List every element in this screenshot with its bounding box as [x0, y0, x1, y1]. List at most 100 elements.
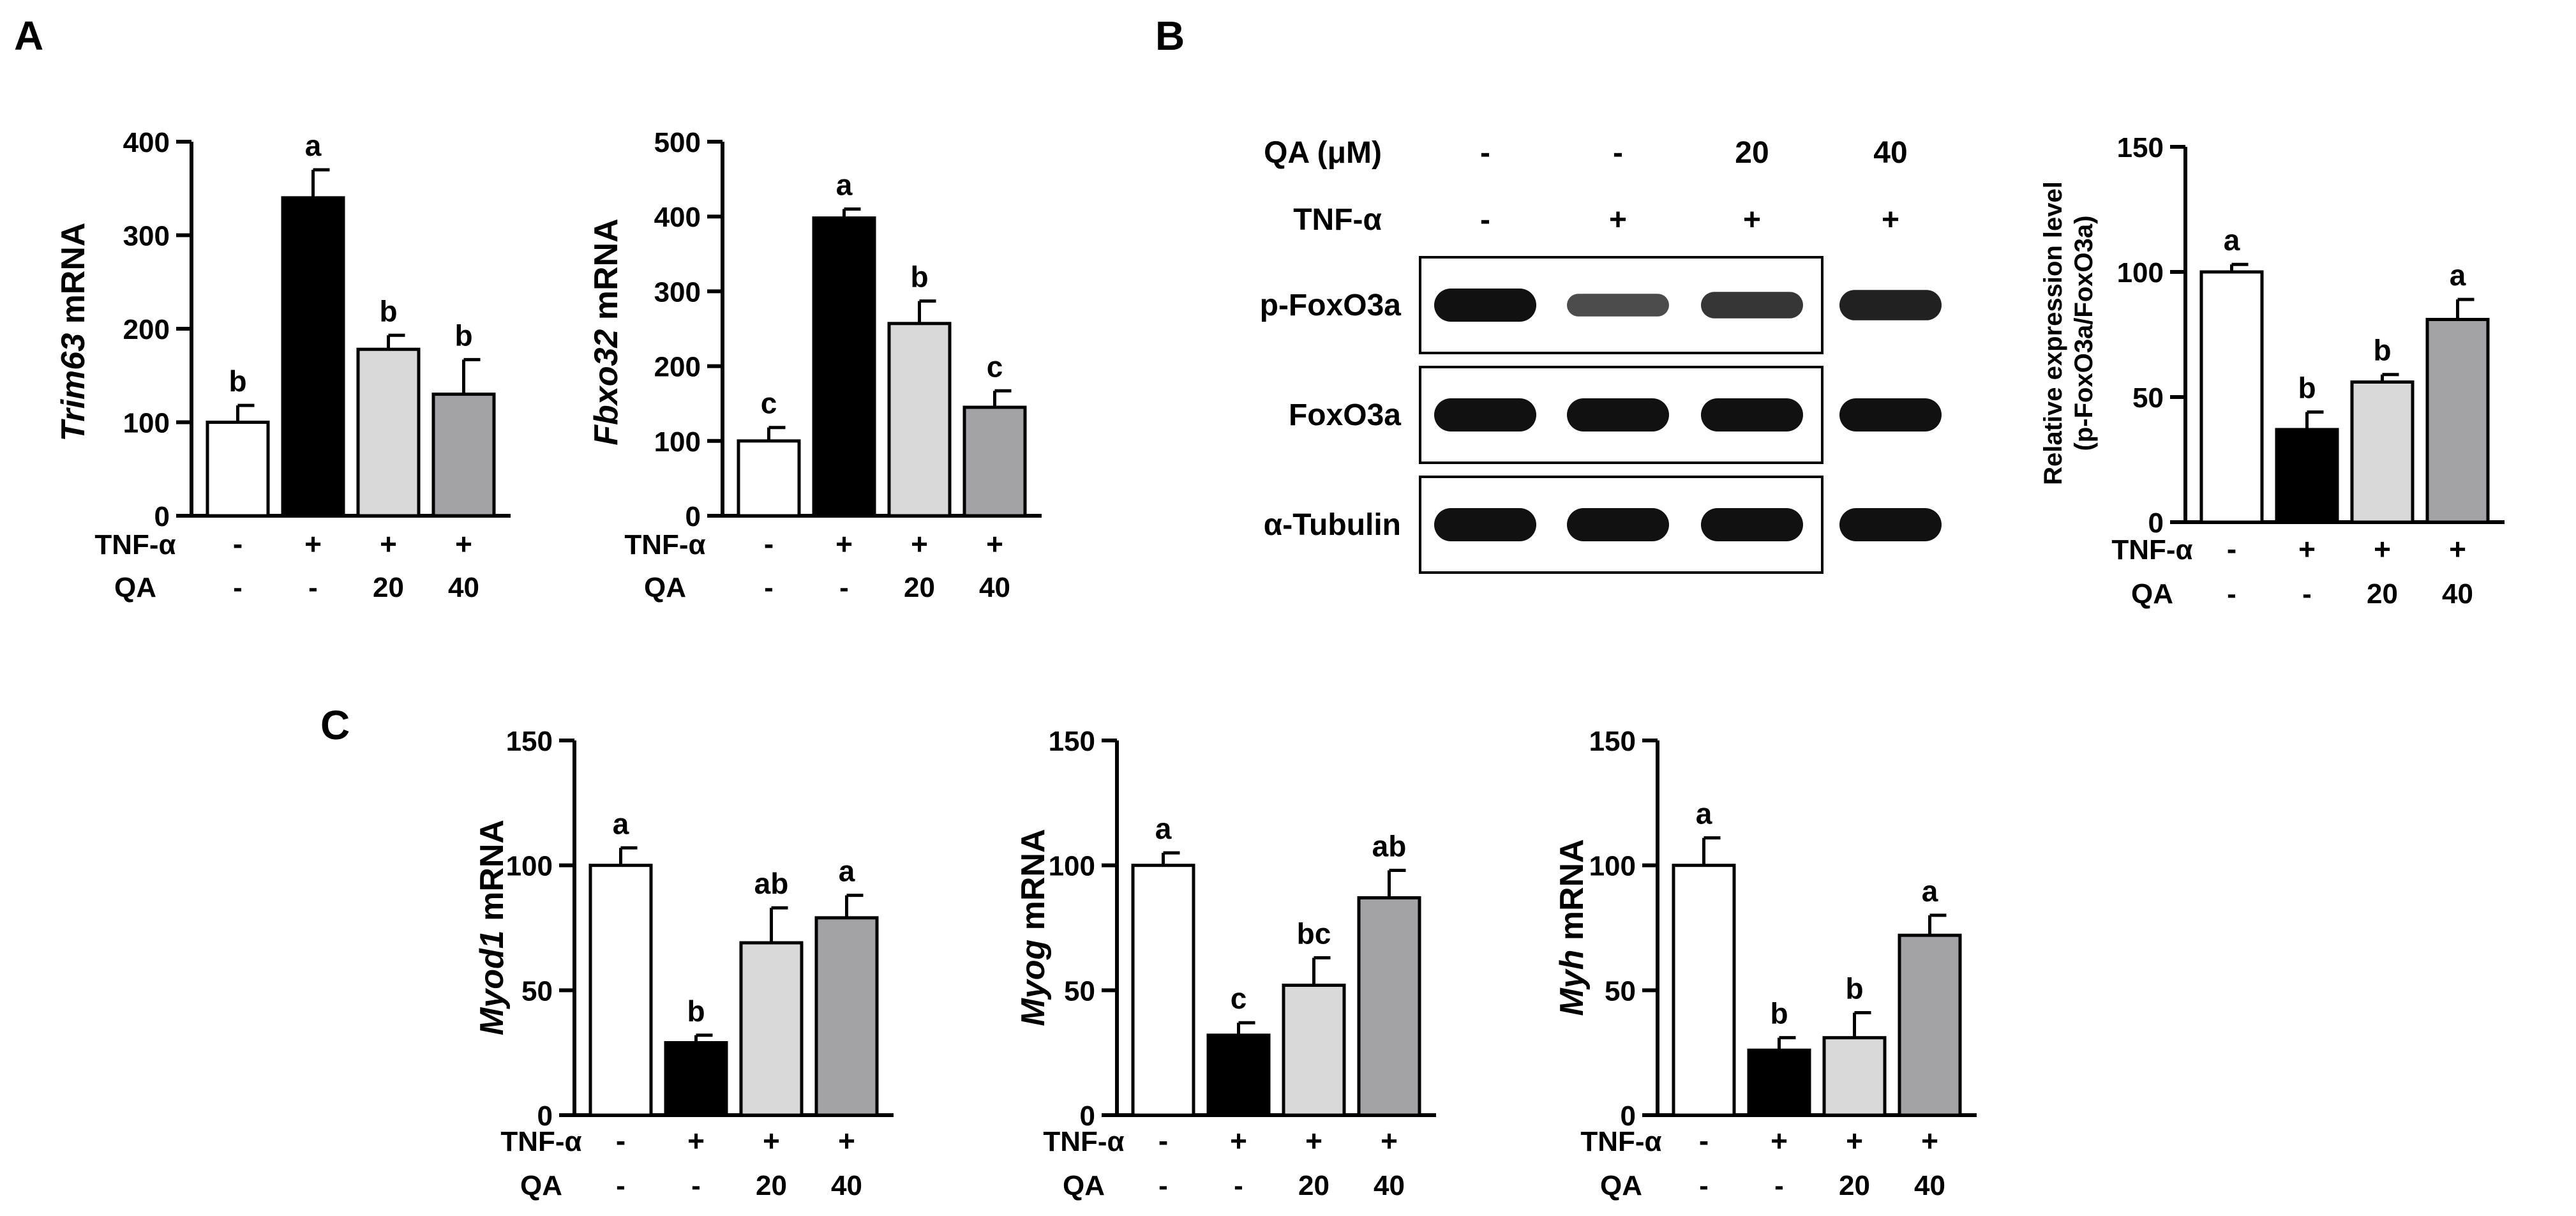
chart-myog: 0 50 100 150 Myog mRNA a c bc ab TNF-α QA - + + + - - 20 4…: [1015, 726, 1436, 1201]
qa-condition-value: 40: [1914, 1170, 1945, 1201]
bar: [1206, 1033, 1271, 1117]
significance-letter: b: [379, 294, 397, 327]
qa-condition-value: 20: [904, 572, 935, 603]
significance-letter: bc: [1297, 917, 1331, 950]
y-tick-label: 200: [123, 314, 170, 345]
blot-band: [1839, 508, 1942, 541]
qa-condition-value: 20: [2367, 578, 2398, 610]
bar: [431, 393, 496, 518]
qa-condition-value: 40: [979, 572, 1010, 603]
blot-qa-value: 40: [1873, 136, 1907, 170]
blot-band: [1701, 508, 1803, 541]
qa-row-label: QA: [520, 1170, 562, 1201]
y-tick-label: 100: [2117, 257, 2164, 289]
tnf-condition-value: +: [687, 1124, 705, 1157]
y-tick-label: 50: [1064, 975, 1095, 1007]
qa-condition-value: -: [764, 572, 774, 603]
tnf-row-label: TNF-α: [624, 529, 705, 560]
tnf-condition-value: +: [835, 527, 853, 560]
bar: [1747, 1048, 1811, 1117]
blot-band: [1839, 290, 1942, 320]
significance-letter: a: [836, 168, 853, 201]
y-axis-label-unit: mRNA: [1015, 829, 1052, 939]
qa-condition-value: -: [1158, 1170, 1168, 1201]
tnf-condition-value: -: [2227, 532, 2236, 566]
qa-condition-value: -: [1234, 1170, 1243, 1201]
tnf-condition-value: +: [455, 527, 472, 560]
qa-row-label: QA: [644, 572, 686, 603]
significance-letter: ab: [1372, 829, 1407, 862]
y-axis-label: Myod1 mRNA: [474, 820, 511, 1035]
significance-letter: b: [454, 319, 472, 352]
y-tick-label: 150: [506, 726, 553, 757]
tnf-condition-value: +: [1846, 1124, 1863, 1157]
tnf-row-label: TNF-α: [1580, 1126, 1661, 1157]
tnf-condition-value: +: [911, 527, 928, 560]
significance-letter: a: [2224, 223, 2240, 257]
y-tick-label: 50: [521, 975, 553, 1007]
significance-letter: ab: [754, 867, 789, 900]
significance-letter: c: [987, 350, 1003, 383]
y-tick-label: 150: [1589, 726, 1636, 757]
y-tick-label: 400: [123, 127, 170, 158]
significance-letter: b: [2298, 372, 2316, 405]
qa-condition-value: -: [616, 1170, 625, 1201]
qa-condition-value: 20: [373, 572, 404, 603]
qa-condition-value: -: [1699, 1170, 1709, 1201]
significance-letter: a: [1922, 874, 1938, 908]
qa-condition-value: 40: [1374, 1170, 1405, 1201]
blot-qa-value: 20: [1735, 136, 1769, 170]
y-axis-label: Myh mRNA: [1554, 839, 1591, 1016]
y-tick-label: 150: [2117, 132, 2164, 163]
bar: [281, 196, 345, 518]
tnf-condition-value: +: [2449, 532, 2466, 566]
qa-condition-value: -: [691, 1170, 701, 1201]
bar: [1282, 984, 1346, 1117]
blot-qa-header: QA (μM): [1264, 136, 1382, 170]
bar: [1131, 864, 1195, 1117]
y-tick-label: 0: [537, 1100, 553, 1132]
qa-condition-value: 20: [756, 1170, 787, 1201]
bar: [812, 216, 876, 518]
panel-letter-b: B: [1155, 13, 1185, 59]
significance-letter: a: [2450, 259, 2466, 292]
bar: [206, 421, 270, 518]
blot-band: [1434, 398, 1536, 432]
bar: [2425, 317, 2490, 524]
tnf-condition-value: +: [1921, 1124, 1938, 1157]
chart-pfoxo3a: 0 50 100 150 Relative expression level (p-Fox…: [2039, 132, 2505, 610]
bar: [887, 322, 952, 518]
qa-condition-value: 20: [1839, 1170, 1870, 1201]
panel-letter-a: A: [14, 13, 43, 59]
y-tick-label: 0: [685, 501, 701, 532]
significance-letter: a: [305, 129, 322, 162]
y-axis-label-unit: mRNA: [474, 820, 511, 930]
tnf-row-label: TNF-α: [500, 1126, 581, 1157]
tnf-condition-value: -: [1158, 1124, 1168, 1157]
y-axis-label-line: (p-FoxO3a/FoxO3a): [2070, 216, 2098, 451]
significance-letter: a: [1696, 797, 1712, 830]
qa-condition-value: -: [1774, 1170, 1784, 1201]
blot-tnf-value: +: [1609, 203, 1627, 237]
tnf-condition-value: +: [2374, 532, 2391, 566]
significance-letter: b: [910, 260, 928, 294]
y-axis-label: Fbxo32 mRNA: [588, 218, 625, 445]
tnf-condition-value: +: [1381, 1124, 1398, 1157]
y-tick-label: 100: [1049, 851, 1095, 882]
blot-tnf-value: +: [1743, 203, 1761, 237]
y-axis-label-unit: mRNA: [55, 223, 92, 333]
bar: [2199, 270, 2264, 524]
qa-condition-value: -: [839, 572, 849, 603]
bar: [2275, 428, 2339, 524]
bar: [588, 864, 653, 1117]
y-axis-label-gene: Trim63: [55, 333, 92, 442]
y-tick-label: 50: [1605, 975, 1636, 1007]
significance-letter: c: [761, 387, 777, 420]
bar: [356, 347, 421, 518]
y-tick-label: 200: [654, 352, 701, 383]
tnf-condition-value: +: [838, 1124, 855, 1157]
bar: [1357, 896, 1421, 1117]
chart-trim63: 0 100 200 300 400 Trim63 mRNA b a b b TNF-α QA - + + + -…: [55, 127, 511, 603]
